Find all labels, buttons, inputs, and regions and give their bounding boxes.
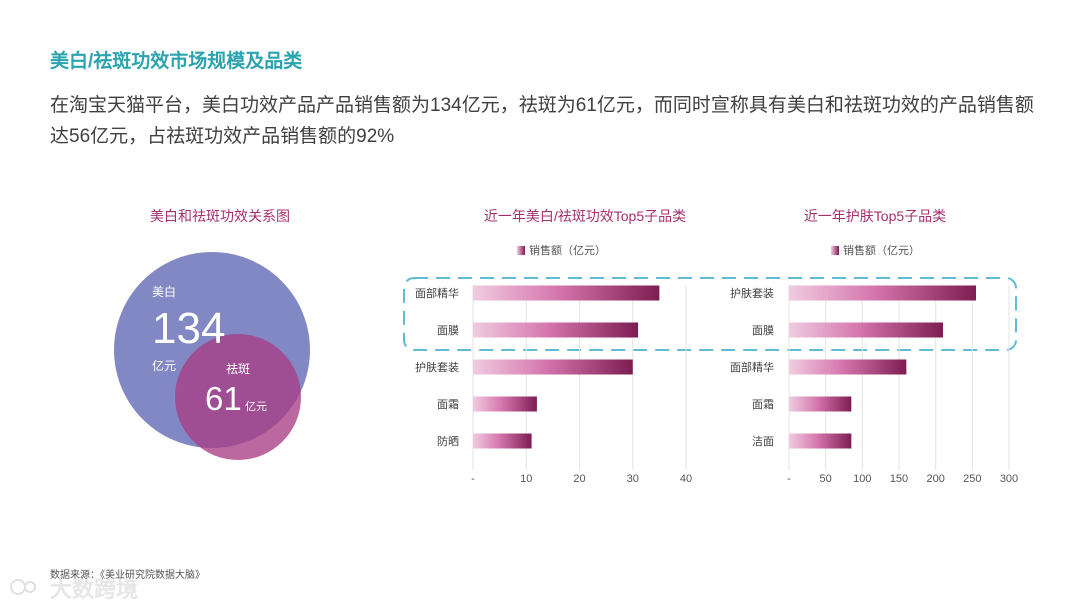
category-label: 面膜 [437, 324, 459, 337]
category-label: 面部精华 [415, 286, 459, 300]
x-tick-label: - [471, 473, 475, 485]
page-title: 美白/祛斑功效市场规模及品类 [50, 51, 303, 72]
bar [789, 433, 852, 449]
x-tick-label: 20 [573, 473, 585, 485]
x-tick-label: 10 [520, 473, 532, 485]
category-label: 洁面 [752, 435, 774, 448]
bar [473, 359, 633, 375]
bar [789, 285, 976, 301]
bar [473, 433, 532, 449]
x-tick-label: 30 [627, 473, 639, 485]
venn-whitening-label: 美白 [152, 284, 176, 299]
x-tick-label: 50 [820, 473, 832, 485]
venn-whitening-unit: 亿元 [152, 358, 176, 373]
venn-title: 美白和祛斑功效关系图 [150, 208, 290, 224]
legend-label: 销售额（亿元） [529, 243, 606, 257]
category-label: 面部精华 [730, 360, 774, 374]
x-tick-label: 150 [890, 473, 908, 485]
venn-diagram: 美白 134 亿元 祛斑 61 亿元 [114, 252, 310, 460]
watermark-logo-icon [10, 579, 36, 595]
data-source: 数据来源：《美业研究院数据大脑》 [50, 570, 205, 581]
bar [473, 322, 639, 338]
venn-spot-value: 61 [205, 380, 242, 417]
x-tick-label: - [787, 473, 791, 485]
chart-title-whitening: 近一年美白/祛斑功效Top5子品类 [483, 208, 687, 224]
category-label: 护肤套装 [415, 360, 459, 374]
chart-title-skincare: 近一年护肤Top5子品类 [803, 208, 947, 224]
bar [789, 359, 907, 375]
venn-circle-spot-removal [175, 334, 301, 460]
venn-spot-unit: 亿元 [245, 400, 267, 413]
venn-spot-label: 祛斑 [226, 362, 250, 376]
bar [789, 396, 852, 412]
x-tick-label: 300 [1000, 473, 1018, 485]
category-label: 防晒 [437, 434, 459, 448]
x-tick-label: 200 [926, 473, 944, 485]
category-label: 面霜 [752, 398, 774, 411]
x-tick-label: 250 [963, 473, 981, 485]
legend-label: 销售额（亿元） [843, 243, 920, 257]
bar [789, 322, 943, 338]
venn-whitening-value: 134 [152, 304, 225, 353]
page-subtitle: 在淘宝天猫平台，美白功效产品产品销售额为134亿元，祛斑为61亿元，而同时宣称具… [50, 95, 1034, 147]
bar [473, 396, 537, 412]
x-tick-label: 40 [680, 473, 692, 485]
x-tick-label: 100 [853, 473, 871, 485]
top2-highlight-box [403, 277, 1017, 351]
bar [473, 285, 660, 301]
legend-swatch [831, 246, 839, 255]
category-label: 面膜 [752, 324, 774, 337]
category-label: 面霜 [437, 398, 459, 411]
legend-swatch [517, 246, 525, 255]
watermark: 大数跨境 [50, 577, 139, 602]
category-label: 护肤套装 [730, 286, 774, 300]
